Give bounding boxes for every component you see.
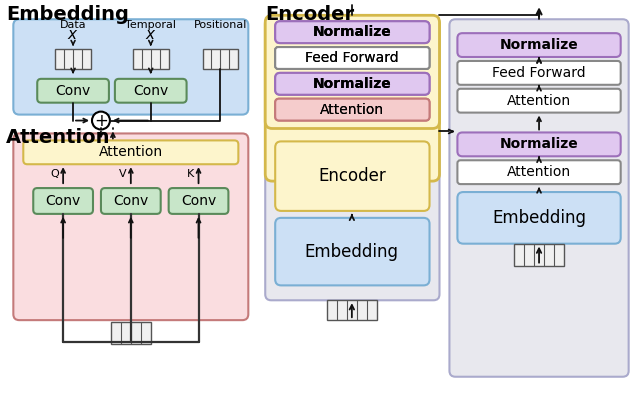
Text: Attention: Attention — [507, 165, 571, 179]
FancyBboxPatch shape — [275, 99, 429, 120]
Text: $x$: $x$ — [145, 28, 157, 42]
Text: Encoder: Encoder — [265, 6, 355, 25]
FancyBboxPatch shape — [265, 131, 440, 300]
FancyBboxPatch shape — [458, 160, 621, 184]
Bar — [202, 49, 238, 69]
FancyBboxPatch shape — [275, 141, 429, 211]
Bar — [55, 49, 91, 69]
Text: Conv: Conv — [56, 84, 91, 98]
FancyBboxPatch shape — [458, 192, 621, 244]
FancyBboxPatch shape — [275, 99, 429, 120]
Text: K: K — [187, 169, 194, 179]
Text: +: + — [94, 112, 108, 129]
Text: Conv: Conv — [113, 194, 148, 208]
Text: Normalize: Normalize — [312, 25, 391, 39]
Text: Feed Forward: Feed Forward — [305, 51, 399, 65]
FancyBboxPatch shape — [275, 47, 429, 69]
FancyBboxPatch shape — [275, 218, 429, 286]
Text: Conv: Conv — [45, 194, 81, 208]
FancyBboxPatch shape — [33, 188, 93, 214]
Text: $x$: $x$ — [67, 28, 79, 42]
FancyBboxPatch shape — [13, 19, 248, 114]
Text: Embedding: Embedding — [492, 209, 586, 227]
FancyBboxPatch shape — [275, 21, 429, 43]
FancyBboxPatch shape — [275, 21, 429, 43]
Text: Embedding: Embedding — [6, 6, 129, 25]
Circle shape — [92, 112, 110, 129]
FancyBboxPatch shape — [37, 79, 109, 103]
FancyBboxPatch shape — [458, 133, 621, 156]
Text: Attention: Attention — [507, 94, 571, 108]
Text: Q: Q — [51, 169, 60, 179]
FancyBboxPatch shape — [169, 188, 228, 214]
Text: Normalize: Normalize — [500, 137, 579, 151]
Text: Attention: Attention — [320, 103, 384, 117]
Bar — [514, 244, 564, 266]
Text: Positional: Positional — [194, 20, 247, 30]
FancyBboxPatch shape — [265, 15, 440, 128]
Text: Encoder: Encoder — [318, 167, 386, 185]
Text: Temporal: Temporal — [125, 20, 176, 30]
Text: Feed Forward: Feed Forward — [305, 51, 399, 65]
Bar — [133, 49, 169, 69]
Text: V: V — [119, 169, 127, 179]
FancyBboxPatch shape — [13, 133, 248, 320]
Text: Attention: Attention — [6, 128, 111, 147]
FancyBboxPatch shape — [458, 61, 621, 85]
Text: Attention: Attention — [320, 103, 384, 117]
FancyBboxPatch shape — [449, 19, 628, 377]
Text: Feed Forward: Feed Forward — [492, 66, 586, 80]
Bar — [327, 300, 377, 320]
FancyBboxPatch shape — [275, 47, 429, 69]
FancyBboxPatch shape — [458, 33, 621, 57]
Text: Conv: Conv — [181, 194, 216, 208]
FancyBboxPatch shape — [265, 17, 440, 181]
Text: Attention: Attention — [99, 145, 163, 159]
Bar — [111, 322, 151, 344]
Text: Embedding: Embedding — [305, 243, 399, 261]
Text: Normalize: Normalize — [312, 77, 391, 91]
FancyBboxPatch shape — [101, 188, 161, 214]
FancyBboxPatch shape — [458, 89, 621, 112]
Text: Normalize: Normalize — [500, 38, 579, 52]
Text: Normalize: Normalize — [312, 77, 391, 91]
FancyBboxPatch shape — [275, 73, 429, 95]
FancyBboxPatch shape — [23, 141, 238, 164]
FancyBboxPatch shape — [115, 79, 187, 103]
Text: Conv: Conv — [133, 84, 168, 98]
FancyBboxPatch shape — [275, 73, 429, 95]
Text: Normalize: Normalize — [312, 25, 391, 39]
Text: Data: Data — [60, 20, 86, 30]
